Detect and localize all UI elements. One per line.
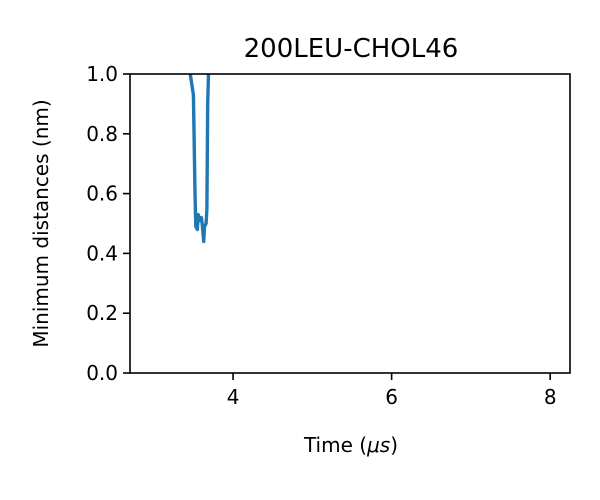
y-tick-label: 0.6 [86, 182, 118, 206]
x-tick-label: 6 [385, 385, 398, 409]
x-tick-label: 4 [227, 385, 240, 409]
x-axis-label-prefix: Time ( [303, 433, 367, 457]
x-axis-label-suffix: ) [390, 433, 398, 457]
y-axis-label: Minimum distances (nm) [29, 99, 53, 347]
series-line [188, 74, 211, 244]
x-tick-label: 8 [544, 385, 557, 409]
y-tick-label: 0.4 [86, 241, 118, 265]
x-axis-label: Time (μs) [303, 433, 398, 457]
chart-title: 200LEU-CHOL46 [244, 34, 459, 64]
x-axis-ticks: 4 6 8 [227, 373, 557, 409]
axes-frame [129, 73, 571, 374]
series-layer [188, 74, 211, 244]
x-axis-label-unit: μs [366, 433, 390, 457]
y-tick-label: 0.0 [86, 361, 118, 385]
y-tick-label: 1.0 [86, 62, 118, 86]
y-axis-ticks: 0.0 0.2 0.4 0.6 0.8 1.0 [86, 62, 130, 385]
y-tick-label: 0.8 [86, 122, 118, 146]
y-tick-label: 0.2 [86, 301, 118, 325]
